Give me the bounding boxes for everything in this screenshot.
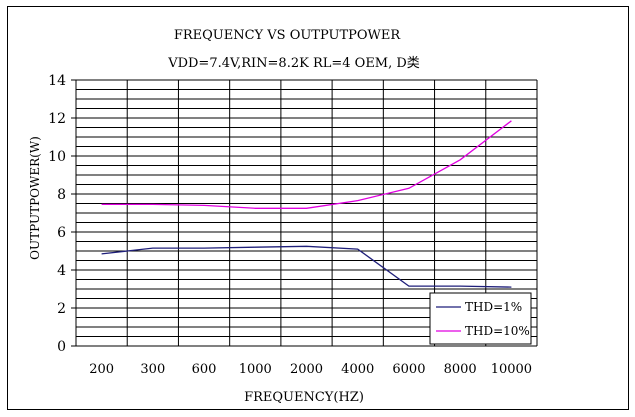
chart-subtitle: VDD=7.4V,RIN=8.2K RL=4 OEM, D类 — [167, 56, 420, 71]
x-tick-label: 1000 — [239, 362, 272, 377]
y-tick-label: 8 — [57, 187, 66, 203]
x-tick-label: 8000 — [444, 362, 477, 377]
x-tick-label: 600 — [192, 362, 217, 377]
y-axis-label: OUTPUTPOWER(W) — [28, 136, 42, 260]
x-tick-label: 200 — [89, 362, 114, 377]
legend-box — [429, 292, 532, 345]
x-tick-label: 4000 — [341, 362, 374, 377]
x-tick-label: 6000 — [392, 362, 425, 377]
series-line-thd-10 — [101, 120, 512, 209]
x-tick-labels: 200 300 600 1000 2000 4000 6000 8000 10000 — [89, 362, 532, 377]
y-tick-label: 10 — [48, 149, 66, 165]
chart-frame: FREQUENCY VS OUTPUTPOWER VDD=7.4V,RIN=8.… — [7, 6, 629, 410]
chart-title: FREQUENCY VS OUTPUTPOWER — [174, 28, 402, 43]
frequency-outputpower-chart: FREQUENCY VS OUTPUTPOWER VDD=7.4V,RIN=8.… — [28, 28, 538, 405]
y-tick-label: 6 — [57, 225, 66, 241]
y-tick-label: 12 — [48, 111, 66, 127]
x-axis-label: FREQUENCY(HZ) — [244, 390, 364, 405]
x-tick-label: 2000 — [290, 362, 323, 377]
x-tick-label: 300 — [140, 362, 165, 377]
legend-label-thd-10: THD=10% — [465, 324, 530, 338]
y-tick-label: 14 — [48, 73, 66, 89]
y-tick-labels: 0 2 4 6 8 10 12 14 — [48, 73, 66, 355]
y-tick-label: 0 — [57, 339, 66, 355]
legend-label-thd-1: THD=1% — [465, 300, 522, 314]
legend: THD=1% THD=10% — [429, 292, 532, 345]
y-tick-label: 4 — [57, 263, 66, 279]
x-tick-label: 10000 — [491, 362, 532, 377]
series-layer — [101, 120, 512, 288]
y-tick-label: 2 — [57, 301, 66, 317]
series-line-thd-1 — [101, 245, 512, 288]
